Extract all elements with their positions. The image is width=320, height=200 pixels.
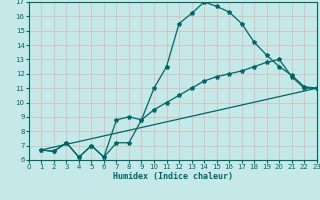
X-axis label: Humidex (Indice chaleur): Humidex (Indice chaleur) <box>113 172 233 181</box>
